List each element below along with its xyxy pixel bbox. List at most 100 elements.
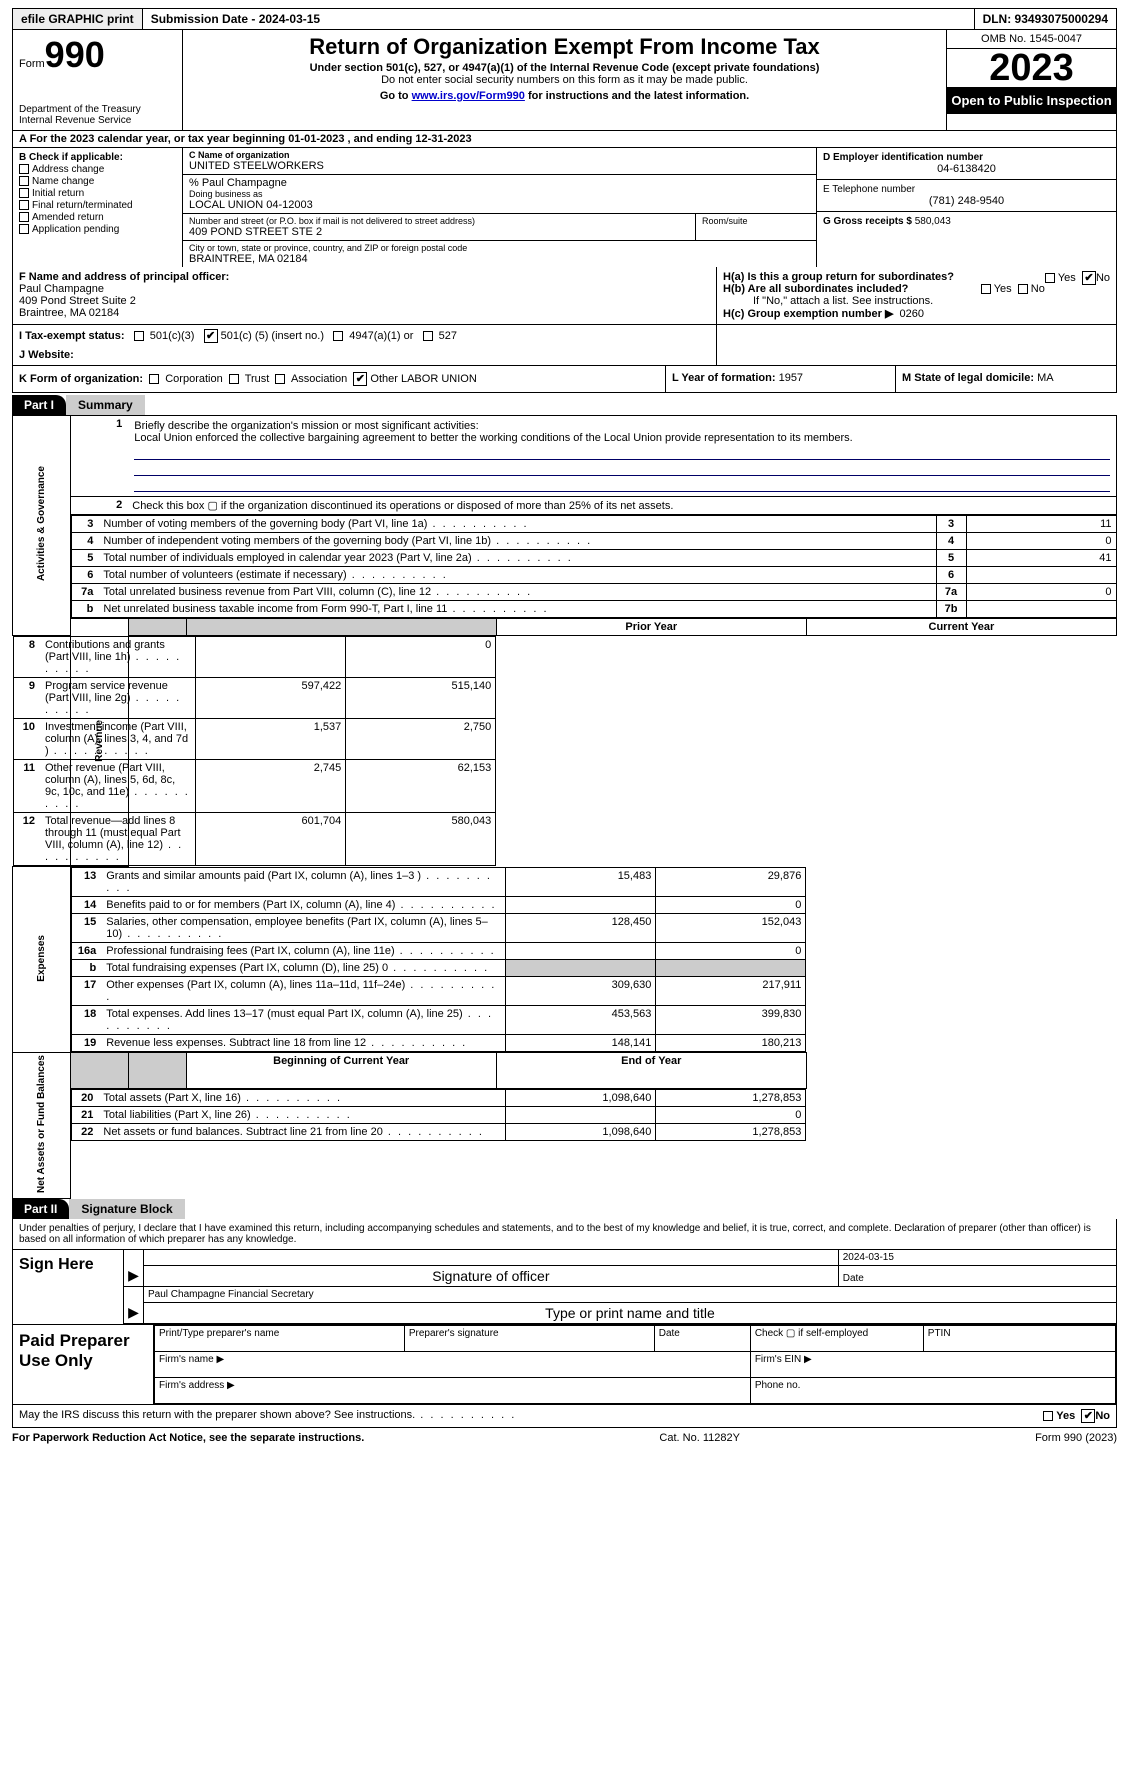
paid-preparer-label: Paid Preparer Use Only — [13, 1325, 153, 1404]
dept-label: Department of the Treasury Internal Reve… — [19, 104, 176, 126]
box-b: B Check if applicable: Address change Na… — [13, 148, 183, 267]
summary-row: 9 Program service revenue (Part VIII, li… — [13, 678, 496, 719]
box-c-careof: % Paul Champagne Doing business as LOCAL… — [183, 175, 816, 214]
submission-date: Submission Date - 2024-03-15 — [143, 9, 975, 29]
pp-name-label: Print/Type preparer's name — [155, 1326, 405, 1352]
perjury-statement: Under penalties of perjury, I declare th… — [12, 1219, 1117, 1250]
hdr-current-year: Current Year — [806, 619, 1116, 636]
summary-row: 5 Total number of individuals employed i… — [71, 550, 1116, 567]
summary-row: 18 Total expenses. Add lines 13–17 (must… — [71, 1006, 805, 1035]
paid-preparer-block: Paid Preparer Use Only Print/Type prepar… — [12, 1325, 1117, 1405]
summary-row: b Total fundraising expenses (Part IX, c… — [71, 960, 805, 977]
box-d-ein: D Employer identification number 04-6138… — [817, 148, 1116, 180]
page-footer: For Paperwork Reduction Act Notice, see … — [12, 1428, 1117, 1448]
box-c-city: City or town, state or province, country… — [183, 241, 816, 267]
part1-title: Summary — [66, 395, 145, 415]
box-i-status: I Tax-exempt status: 501(c)(3) ✔ 501(c) … — [19, 329, 710, 343]
form-number: Form990 — [19, 34, 176, 76]
sign-here-label: Sign Here — [13, 1250, 123, 1324]
top-bar: efile GRAPHIC print Submission Date - 20… — [12, 8, 1117, 30]
pp-sig-label: Preparer's signature — [404, 1326, 654, 1352]
chk-corp[interactable] — [149, 374, 159, 384]
open-to-public: Open to Public Inspection — [947, 87, 1116, 114]
chk-trust[interactable] — [229, 374, 239, 384]
row-i-j: I Tax-exempt status: 501(c)(3) ✔ 501(c) … — [12, 325, 1117, 366]
chk-assoc[interactable] — [275, 374, 285, 384]
summary-row: 14 Benefits paid to or for members (Part… — [71, 897, 805, 914]
irs-link[interactable]: www.irs.gov/Form990 — [412, 90, 525, 102]
pp-date-label: Date — [654, 1326, 750, 1352]
summary-row: 11 Other revenue (Part VIII, column (A),… — [13, 760, 496, 813]
header-info-grid: B Check if applicable: Address change Na… — [12, 148, 1117, 267]
sig-date: 2024-03-15 — [838, 1250, 1116, 1266]
subtitle-2: Do not enter social security numbers on … — [189, 74, 940, 86]
chk-ha-no[interactable]: ✔ — [1082, 271, 1096, 285]
summary-row: 15 Salaries, other compensation, employe… — [71, 914, 805, 943]
section-na-label: Net Assets or Fund Balances — [36, 1055, 47, 1193]
chk-hb-yes[interactable] — [981, 284, 991, 294]
summary-row: 20 Total assets (Part X, line 16) 1,098,… — [71, 1089, 805, 1106]
summary-row: 16a Professional fundraising fees (Part … — [71, 943, 805, 960]
dln-label: DLN: 93493075000294 — [975, 9, 1116, 29]
box-f-officer: F Name and address of principal officer:… — [13, 267, 716, 324]
summary-row: b Net unrelated business taxable income … — [71, 601, 1116, 618]
part1-header: Part I — [12, 395, 66, 415]
chk-initial-return[interactable]: Initial return — [19, 188, 176, 199]
chk-501c[interactable]: ✔ — [204, 329, 218, 343]
firm-phone-label: Phone no. — [750, 1378, 1115, 1404]
row-f-h: F Name and address of principal officer:… — [12, 267, 1117, 325]
form-header: Form990 Department of the Treasury Inter… — [12, 30, 1117, 131]
sig-officer-label: Signature of officer — [144, 1266, 839, 1287]
discuss-row: May the IRS discuss this return with the… — [12, 1405, 1117, 1428]
part2-header: Part II — [12, 1199, 69, 1219]
hdr-end-year: End of Year — [496, 1053, 806, 1089]
efile-print-button[interactable]: efile GRAPHIC print — [13, 9, 143, 29]
box-g-receipts: G Gross receipts $ 580,043 — [817, 212, 1116, 231]
row-k-l-m: K Form of organization: Corporation Trus… — [12, 366, 1117, 393]
chk-hb-no[interactable] — [1018, 284, 1028, 294]
summary-row: 4 Number of independent voting members o… — [71, 533, 1116, 550]
pp-self-employed[interactable]: Check ▢ if self-employed — [750, 1326, 923, 1352]
subtitle-1: Under section 501(c), 527, or 4947(a)(1)… — [189, 62, 940, 74]
box-k-form-org: K Form of organization: Corporation Trus… — [13, 366, 666, 392]
summary-row: 19 Revenue less expenses. Subtract line … — [71, 1035, 805, 1052]
chk-discuss-no[interactable]: ✔ — [1081, 1409, 1095, 1423]
line-1-mission: Briefly describe the organization's miss… — [128, 416, 1116, 497]
box-h: H(a) Is this a group return for subordin… — [716, 267, 1116, 324]
org-name: UNITED STEELWORKERS — [189, 160, 810, 172]
firm-addr-label: Firm's address ▶ — [155, 1378, 751, 1404]
hdr-prior-year: Prior Year — [496, 619, 806, 636]
box-j-website: J Website: — [19, 349, 710, 361]
summary-row: 3 Number of voting members of the govern… — [71, 516, 1116, 533]
tax-year: 2023 — [947, 49, 1116, 87]
hdr-begin-year: Beginning of Current Year — [186, 1053, 496, 1089]
chk-name-change[interactable]: Name change — [19, 176, 176, 187]
chk-4947[interactable] — [333, 331, 343, 341]
summary-table: Activities & Governance 1 Briefly descri… — [12, 415, 1117, 1199]
firm-name-label: Firm's name ▶ — [155, 1352, 751, 1378]
chk-discuss-yes[interactable] — [1043, 1411, 1053, 1421]
sign-here-block: Sign Here ▶ 2024-03-15 Signature of offi… — [12, 1250, 1117, 1325]
summary-row: 13 Grants and similar amounts paid (Part… — [71, 868, 805, 897]
form-title: Return of Organization Exempt From Incom… — [189, 34, 940, 60]
section-rev-label: Revenue — [94, 720, 105, 762]
chk-other[interactable]: ✔ — [353, 372, 367, 386]
summary-row: 17 Other expenses (Part IX, column (A), … — [71, 977, 805, 1006]
chk-application-pending[interactable]: Application pending — [19, 224, 176, 235]
chk-527[interactable] — [423, 331, 433, 341]
chk-amended-return[interactable]: Amended return — [19, 212, 176, 223]
chk-501c3[interactable] — [134, 331, 144, 341]
chk-address-change[interactable]: Address change — [19, 164, 176, 175]
chk-final-return[interactable]: Final return/terminated — [19, 200, 176, 211]
summary-row: 12 Total revenue—add lines 8 through 11 … — [13, 813, 496, 866]
box-c-name: C Name of organization UNITED STEELWORKE… — [183, 148, 816, 175]
officer-name-title: Paul Champagne Financial Secretary — [144, 1287, 1117, 1303]
chk-ha-yes[interactable] — [1045, 273, 1055, 283]
box-e-phone: E Telephone number (781) 248-9540 — [817, 180, 1116, 212]
box-l-year: L Year of formation: 1957 — [666, 366, 896, 392]
section-ag-label: Activities & Governance — [36, 466, 47, 581]
part2-title: Signature Block — [69, 1199, 184, 1219]
summary-row: 10 Investment income (Part VIII, column … — [13, 719, 496, 760]
subtitle-3: Go to www.irs.gov/Form990 for instructio… — [189, 90, 940, 102]
pp-ptin-label: PTIN — [923, 1326, 1115, 1352]
